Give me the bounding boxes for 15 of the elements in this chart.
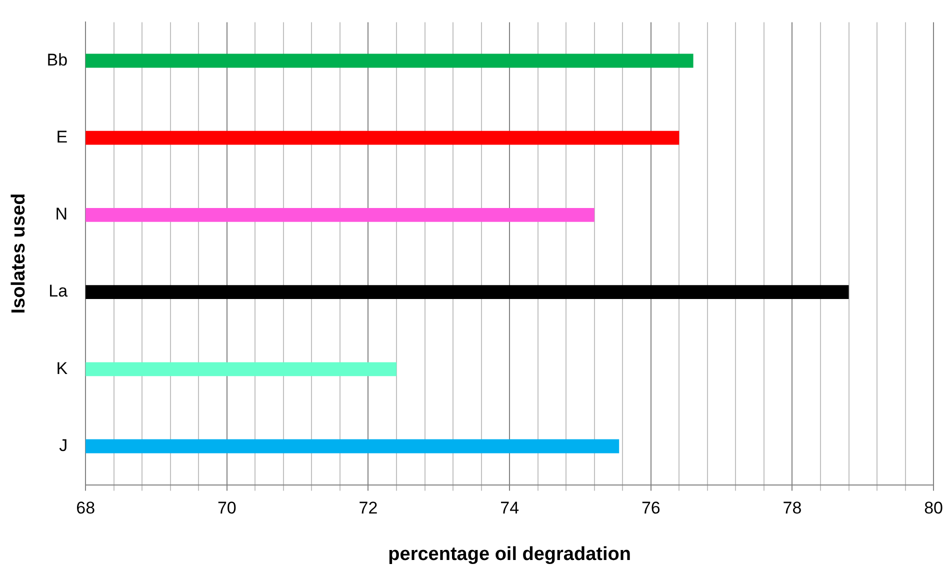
x-tick-label: 72 [358,498,378,518]
x-tick-label: 74 [500,498,520,518]
y-tick-label: J [59,436,68,455]
y-tick-label: Bb [46,50,68,70]
x-tick-label: 76 [641,498,660,518]
x-tick-label: 80 [924,498,944,518]
x-tick-label: 68 [76,498,96,518]
y-tick-label: E [56,128,68,147]
x-tick-label: 78 [782,498,802,518]
y-tick-label: La [48,282,68,301]
x-axis-title: percentage oil degradation [388,544,631,565]
y-axis-title: Isolates used [8,193,30,314]
y-tick-label: K [56,358,68,378]
y-tick-label: N [55,204,68,224]
x-tick-label: 70 [217,498,236,518]
